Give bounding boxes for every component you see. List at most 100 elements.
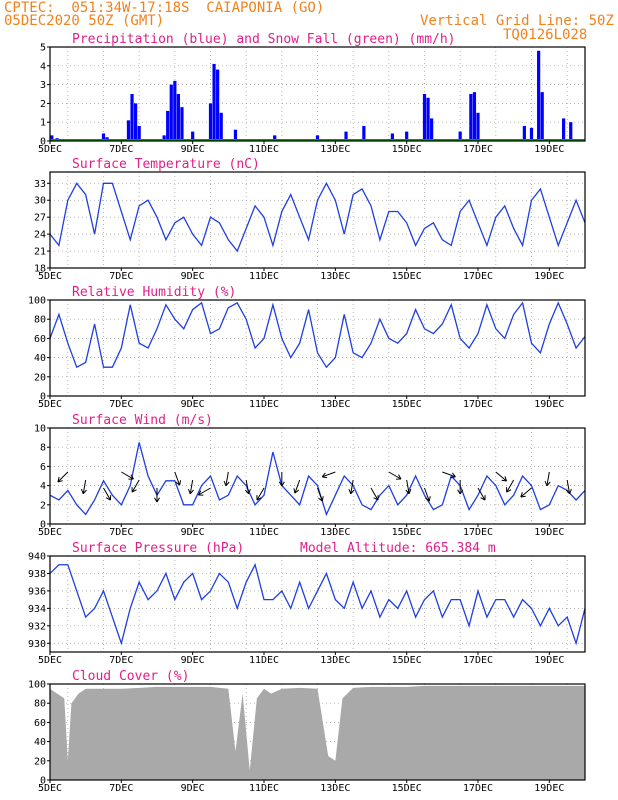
y-tick-label: 60 xyxy=(34,334,46,345)
series-line xyxy=(49,181,586,253)
wind-arrowhead xyxy=(80,488,87,495)
wind-arrowhead xyxy=(293,488,300,494)
precip-bar xyxy=(133,103,138,141)
series-line xyxy=(49,442,586,517)
wind-arrowhead xyxy=(318,496,324,502)
precip-bar xyxy=(216,69,220,141)
precip-bar xyxy=(390,133,395,141)
panel-6: 0 20 40 60 80 100 5DEC 7DEC 9DEC 11DEC 13DEC 15DEC 1… xyxy=(28,669,586,794)
precip-bar xyxy=(458,131,462,141)
x-tick-label: 11DEC xyxy=(249,144,279,155)
x-tick-label: 7DEC xyxy=(109,783,133,794)
x-tick-label: 13DEC xyxy=(320,399,350,410)
product-code: TQ0126L028 xyxy=(503,27,588,43)
wind-arrow xyxy=(131,479,140,493)
y-tick-label: 21 xyxy=(34,247,46,258)
panel-frame xyxy=(49,683,586,781)
y-tick-label: 8 xyxy=(40,443,46,454)
series-line xyxy=(49,562,586,646)
precip-bar xyxy=(426,97,430,141)
y-tick-label: 5 xyxy=(40,43,46,54)
wind-arrow xyxy=(317,487,323,502)
wind-arrow xyxy=(294,479,301,494)
panel-title: Surface Temperature (nC) xyxy=(72,157,260,172)
panel-4: 0 2 4 6 8 10 5DEC 7DEC 9DEC 11DEC 13DEC 15DEC 17DEC 1… xyxy=(34,413,586,538)
x-tick-label: 15DEC xyxy=(392,655,422,666)
x-tick-label: 5DEC xyxy=(38,144,62,155)
precip-bar xyxy=(540,92,544,141)
wind-arrow xyxy=(121,471,134,480)
panel-frame xyxy=(49,299,586,397)
x-tick-label: 15DEC xyxy=(392,399,422,410)
wind-arrowhead xyxy=(457,489,464,495)
x-tick-label: 17DEC xyxy=(463,399,493,410)
x-tick-label: 7DEC xyxy=(109,399,133,410)
y-tick-label: 100 xyxy=(28,296,46,307)
x-tick-label: 7DEC xyxy=(109,655,133,666)
wind-arrow xyxy=(477,487,486,501)
x-tick-label: 11DEC xyxy=(249,783,279,794)
panel-annotation: Model Altitude: 665.384 m xyxy=(300,541,496,556)
wind-arrowhead xyxy=(480,495,486,501)
x-tick-label: 9DEC xyxy=(181,783,205,794)
y-tick-label: 6 xyxy=(40,462,46,473)
x-tick-label: 9DEC xyxy=(181,144,205,155)
x-tick-label: 5DEC xyxy=(38,271,62,282)
y-tick-label: 936 xyxy=(28,586,46,597)
wind-arrow xyxy=(256,487,265,501)
x-tick-label: 17DEC xyxy=(463,271,493,282)
precip-bar xyxy=(344,131,348,141)
x-tick-label: 11DEC xyxy=(249,527,279,538)
wind-arrowhead xyxy=(105,495,112,501)
y-tick-label: 20 xyxy=(34,756,46,767)
y-tick-label: 10 xyxy=(34,424,46,435)
precip-bar xyxy=(522,125,526,141)
grid-line-note: Vertical Grid Line: 50Z xyxy=(420,13,614,29)
panel-title: Surface Pressure (hPa) xyxy=(72,541,244,556)
precip-bar xyxy=(126,120,131,141)
wind-arrow xyxy=(174,471,181,486)
panel-frame xyxy=(49,427,586,525)
x-tick-label: 5DEC xyxy=(38,399,62,410)
precip-bar xyxy=(212,63,216,141)
wind-arrowhead xyxy=(501,476,508,482)
wind-arrowhead xyxy=(565,488,572,495)
x-tick-label: 13DEC xyxy=(320,783,350,794)
precip-bar xyxy=(176,94,181,141)
wind-arrowhead xyxy=(256,495,262,501)
panel-5: 930 932 934 936 938 940 5DEC 7DEC 9DEC 11DEC 13DEC… xyxy=(28,541,586,666)
precip-bar xyxy=(315,135,320,141)
x-tick-label: 11DEC xyxy=(249,271,279,282)
x-tick-label: 17DEC xyxy=(463,144,493,155)
wind-arrowhead xyxy=(197,490,204,496)
y-tick-label: 938 xyxy=(28,569,46,580)
precip-bar xyxy=(405,131,409,141)
precip-bar xyxy=(219,112,223,141)
wind-arrow xyxy=(424,487,430,502)
y-tick-label: 2 xyxy=(40,99,46,110)
x-tick-label: 15DEC xyxy=(392,527,422,538)
precip-bar xyxy=(162,135,166,141)
x-tick-label: 5DEC xyxy=(38,783,62,794)
station-header: CPTEC: 051:34W-17:18S CAIAPONIA (GO) xyxy=(4,0,325,16)
precip-bar xyxy=(469,94,473,141)
panel-frame xyxy=(49,171,586,269)
wind-arrowhead xyxy=(175,480,182,486)
wind-arrow xyxy=(442,471,456,478)
x-tick-label: 17DEC xyxy=(463,527,493,538)
y-tick-label: 60 xyxy=(34,718,46,729)
wind-arrowhead xyxy=(425,496,431,502)
wind-arrowhead xyxy=(187,488,194,495)
wind-arrowhead xyxy=(57,476,63,483)
wind-arrow xyxy=(103,487,111,501)
y-tick-label: 80 xyxy=(34,699,46,710)
precip-bar xyxy=(569,122,573,141)
precip-bar xyxy=(476,112,480,141)
wind-arrowhead xyxy=(520,492,526,498)
x-tick-label: 17DEC xyxy=(463,783,493,794)
precip-bar xyxy=(233,129,238,141)
wind-arrow xyxy=(198,487,211,496)
x-tick-label: 17DEC xyxy=(463,655,493,666)
panel-title: Relative Humidity (%) xyxy=(72,285,236,300)
x-tick-label: 11DEC xyxy=(249,655,279,666)
